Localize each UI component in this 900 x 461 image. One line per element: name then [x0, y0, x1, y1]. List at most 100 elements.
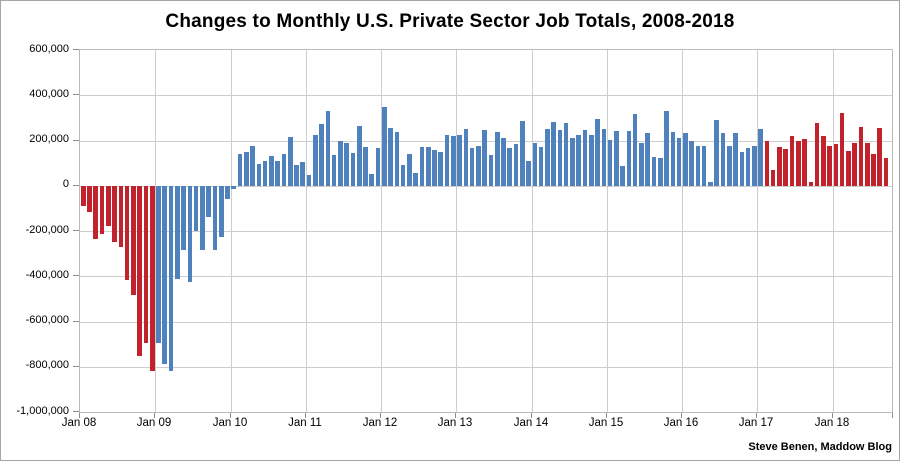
bar: [764, 140, 770, 186]
bar: [701, 146, 707, 186]
bar: [689, 141, 694, 186]
bar: [795, 141, 801, 186]
bar: [777, 147, 782, 186]
bar: [331, 155, 337, 186]
x-tick-label: Jan 15: [588, 417, 624, 429]
bar: [752, 145, 757, 186]
bar: [858, 126, 864, 186]
bar: [344, 142, 349, 186]
y-tick-mark: [73, 49, 79, 50]
bar: [570, 138, 575, 186]
bar: [281, 154, 287, 186]
y-tick-label: -400,000: [25, 269, 69, 281]
bar: [708, 182, 713, 186]
bar: [519, 121, 525, 186]
x-tick-mark: [681, 413, 682, 418]
bar: [363, 146, 368, 186]
y-tick-label: -600,000: [25, 314, 69, 326]
bar: [720, 133, 726, 186]
year-gridline: [155, 50, 156, 412]
bar: [783, 149, 789, 186]
bar: [87, 185, 92, 212]
bar: [614, 130, 619, 186]
bar: [457, 134, 462, 186]
bar: [131, 185, 136, 296]
x-tick-label: Jan 09: [136, 417, 172, 429]
bar: [507, 148, 513, 186]
bar: [350, 153, 356, 186]
year-gridline: [532, 50, 533, 412]
bar: [651, 156, 657, 186]
bar: [770, 170, 776, 186]
bar: [425, 147, 431, 186]
bar: [231, 185, 237, 190]
year-gridline: [682, 50, 683, 412]
bar: [563, 122, 569, 186]
bar: [419, 147, 425, 186]
bar: [676, 138, 682, 186]
y-tick-label: -800,000: [25, 359, 69, 371]
bar: [306, 174, 312, 186]
bar: [745, 148, 751, 186]
bar: [595, 119, 600, 186]
x-tick-mark: [606, 413, 607, 418]
x-tick-label: Jan 10: [212, 417, 248, 429]
x-tick-mark: [79, 413, 80, 418]
x-tick-mark: [380, 413, 381, 418]
bar: [877, 128, 883, 186]
bar: [482, 130, 487, 186]
bar: [256, 164, 262, 186]
bar: [739, 151, 745, 186]
bar: [833, 143, 839, 186]
y-tick-label: -1,000,000: [16, 405, 69, 417]
bar: [632, 114, 638, 186]
year-gridline: [456, 50, 457, 412]
bar: [683, 133, 688, 186]
bar: [526, 160, 531, 186]
bar: [532, 143, 538, 186]
bar: [137, 185, 142, 357]
gridline-horizontal: [80, 231, 892, 232]
bar: [275, 160, 280, 186]
x-tick-mark: [455, 413, 456, 418]
x-tick-label: Jan 13: [437, 417, 473, 429]
bar: [175, 185, 180, 280]
x-tick-label: Jan 16: [663, 417, 699, 429]
bar: [789, 135, 795, 186]
bar: [852, 142, 858, 186]
bar: [369, 174, 375, 186]
bar: [338, 140, 343, 186]
bar: [262, 160, 268, 186]
bar: [432, 149, 437, 186]
y-tick-mark: [73, 321, 79, 322]
bar: [582, 129, 588, 186]
bar: [501, 138, 506, 186]
bar: [607, 139, 613, 186]
year-gridline: [306, 50, 307, 412]
x-tick-mark: [230, 413, 231, 418]
y-tick-mark: [73, 275, 79, 276]
bar: [218, 185, 224, 237]
bar: [319, 123, 324, 186]
x-tick-mark: [756, 413, 757, 418]
bar: [513, 143, 519, 186]
bar: [664, 110, 669, 186]
bar: [407, 154, 412, 186]
bar: [557, 129, 563, 186]
bar: [187, 185, 193, 282]
bar: [864, 142, 870, 186]
bar: [106, 185, 111, 227]
bar: [488, 155, 494, 186]
bar: [143, 185, 149, 343]
x-tick-label: Jan 12: [362, 417, 398, 429]
y-tick-label: -200,000: [25, 224, 69, 236]
bar: [827, 146, 832, 186]
bar: [846, 150, 851, 186]
y-tick-label: 400,000: [29, 88, 69, 100]
bar: [93, 185, 99, 239]
bar: [99, 185, 105, 234]
bar: [388, 128, 393, 186]
bar: [225, 185, 230, 200]
bar: [871, 154, 876, 186]
